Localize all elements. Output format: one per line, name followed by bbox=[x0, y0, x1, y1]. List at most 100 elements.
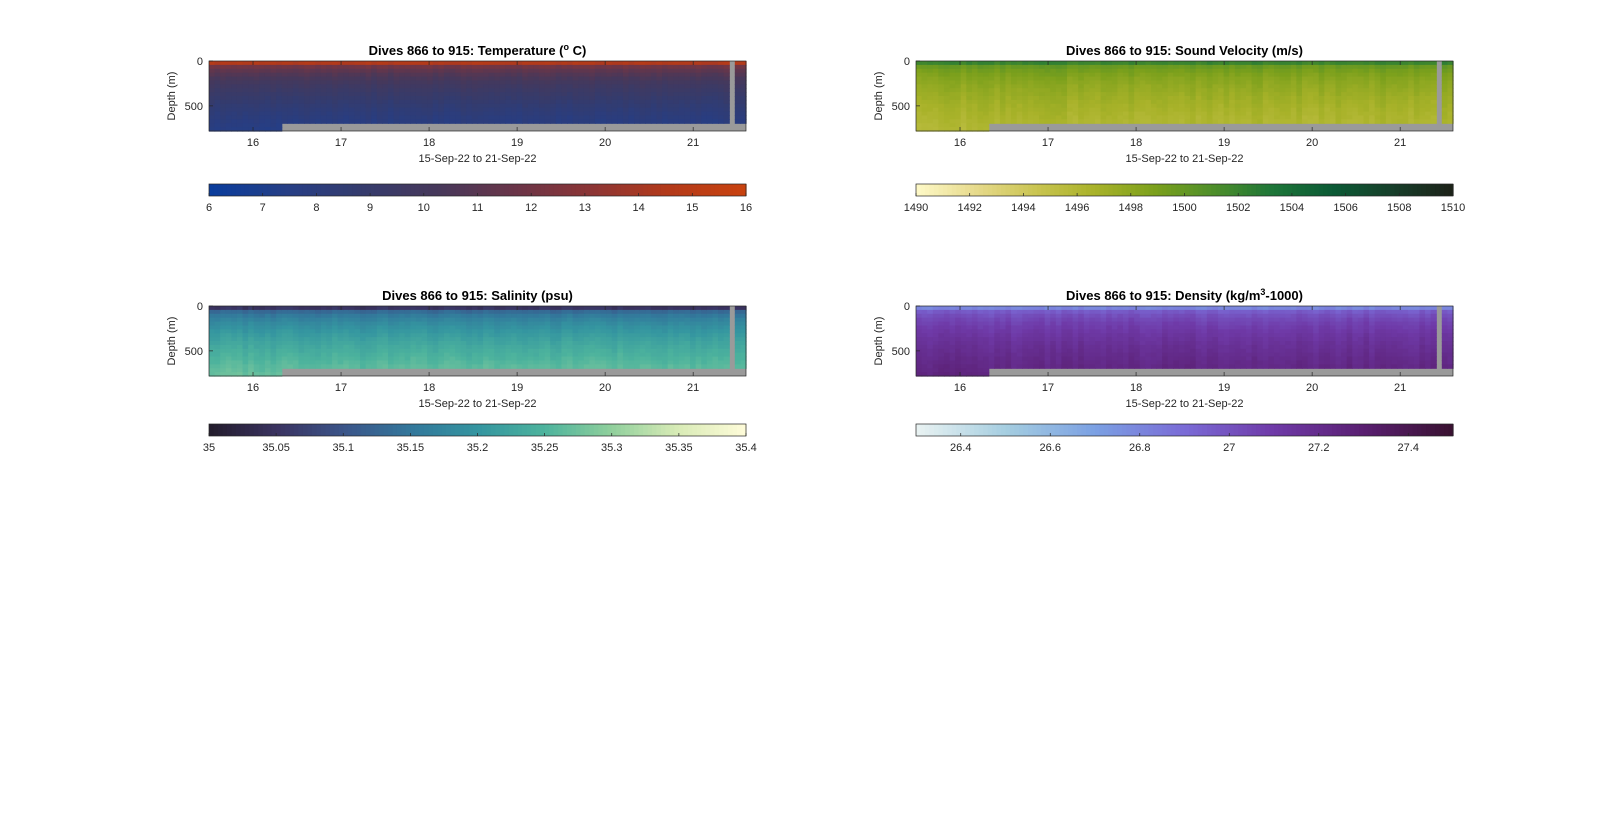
heatmap-cell bbox=[1106, 115, 1113, 120]
heatmap-cell bbox=[1139, 107, 1146, 113]
heatmap-cell bbox=[365, 337, 372, 342]
heatmap-cell bbox=[662, 325, 669, 330]
heatmap-cell bbox=[522, 333, 529, 338]
heatmap-cell bbox=[1055, 72, 1063, 78]
heatmap-cell bbox=[259, 364, 266, 369]
colorbar-segment bbox=[737, 184, 743, 196]
heatmap-cell bbox=[388, 72, 395, 78]
heatmap-cell bbox=[449, 61, 456, 66]
heatmap-cell bbox=[684, 325, 691, 330]
heatmap-cell bbox=[270, 72, 277, 78]
heatmap-cell bbox=[723, 99, 730, 105]
heatmap-cell bbox=[388, 111, 395, 117]
heatmap-cell bbox=[348, 92, 356, 97]
heatmap-cell bbox=[443, 68, 451, 74]
heatmap-cell bbox=[1145, 92, 1152, 97]
heatmap-cell bbox=[617, 333, 624, 338]
heatmap-cell bbox=[499, 360, 507, 365]
heatmap-cell bbox=[1134, 88, 1141, 93]
colorbar-tick-label: 1498 bbox=[1119, 202, 1143, 214]
heatmap-cell bbox=[1044, 72, 1051, 78]
heatmap-cell bbox=[1145, 107, 1152, 113]
heatmap-cell bbox=[983, 115, 990, 120]
heatmap-cell bbox=[1352, 119, 1359, 124]
heatmap-cell bbox=[533, 321, 540, 327]
heatmap-cell bbox=[1246, 68, 1253, 74]
heatmap-cell bbox=[678, 72, 686, 78]
heatmap-cell bbox=[360, 80, 367, 85]
heatmap-cell bbox=[214, 64, 221, 70]
heatmap-cell bbox=[622, 333, 630, 338]
heatmap-cell bbox=[673, 61, 680, 66]
heatmap-cell bbox=[723, 84, 730, 89]
heatmap-cell bbox=[567, 356, 574, 362]
heatmap-cell bbox=[1318, 96, 1325, 101]
heatmap-cell bbox=[466, 344, 473, 350]
heatmap-cell bbox=[315, 103, 322, 109]
heatmap-cell bbox=[253, 337, 260, 342]
heatmap-cell bbox=[248, 325, 255, 330]
heatmap-cell bbox=[449, 84, 456, 89]
heatmap-cell bbox=[949, 123, 956, 128]
colorbar-segment bbox=[1265, 184, 1271, 196]
heatmap-cell bbox=[292, 352, 300, 358]
heatmap-cell bbox=[259, 88, 266, 93]
heatmap-cell bbox=[600, 88, 607, 93]
heatmap-cell bbox=[1341, 107, 1348, 113]
heatmap-cell bbox=[1296, 99, 1303, 105]
heatmap-cell bbox=[388, 84, 395, 89]
heatmap-cell bbox=[253, 341, 260, 346]
heatmap-cell bbox=[292, 348, 300, 354]
heatmap-cell bbox=[326, 103, 333, 109]
heatmap-cell bbox=[550, 92, 557, 97]
heatmap-cell bbox=[916, 80, 923, 85]
heatmap-cell bbox=[494, 64, 501, 70]
heatmap-cell bbox=[522, 99, 529, 105]
heatmap-cell bbox=[1061, 111, 1068, 117]
heatmap-cell bbox=[421, 333, 428, 338]
heatmap-cell bbox=[348, 103, 356, 109]
heatmap-cell bbox=[1363, 72, 1370, 78]
heatmap-cell bbox=[977, 103, 984, 109]
heatmap-cell bbox=[1290, 61, 1297, 66]
heatmap-cell bbox=[1178, 115, 1186, 120]
heatmap-cell bbox=[977, 127, 984, 132]
heatmap-cell bbox=[706, 76, 714, 82]
heatmap-cell bbox=[938, 72, 945, 78]
heatmap-cell bbox=[1190, 68, 1197, 74]
heatmap-cell bbox=[1212, 103, 1219, 109]
heatmap-cell bbox=[253, 115, 260, 120]
heatmap-cell bbox=[292, 337, 300, 342]
heatmap-cell bbox=[561, 348, 568, 354]
heatmap-cell bbox=[209, 344, 216, 350]
heatmap-cell bbox=[404, 360, 411, 365]
heatmap-cell bbox=[371, 344, 378, 350]
heatmap-cell bbox=[1100, 88, 1107, 93]
heatmap-cell bbox=[673, 64, 680, 70]
heatmap-cell bbox=[684, 352, 691, 358]
heatmap-cell bbox=[209, 337, 216, 342]
heatmap-cell bbox=[1072, 64, 1079, 70]
heatmap-cell bbox=[994, 119, 1001, 124]
colorbar-segment bbox=[1327, 184, 1333, 196]
heatmap-cell bbox=[376, 84, 383, 89]
heatmap-cell bbox=[617, 107, 624, 113]
heatmap-cell bbox=[533, 72, 540, 78]
heatmap-cell bbox=[1268, 92, 1275, 97]
colorbar-segment bbox=[235, 184, 241, 196]
heatmap-cell bbox=[253, 317, 260, 323]
heatmap-cell bbox=[393, 99, 400, 105]
colorbar-segment bbox=[1278, 184, 1284, 196]
heatmap-cell bbox=[471, 309, 479, 315]
heatmap-cell bbox=[1313, 103, 1320, 109]
heatmap-cell bbox=[471, 88, 479, 93]
heatmap-cell bbox=[684, 115, 691, 120]
heatmap-cell bbox=[214, 356, 221, 362]
heatmap-cell bbox=[455, 329, 462, 334]
heatmap-cell bbox=[578, 84, 585, 89]
heatmap-cell bbox=[354, 341, 361, 346]
heatmap-cell bbox=[320, 99, 328, 105]
heatmap-cell bbox=[600, 306, 607, 311]
heatmap-cell bbox=[1408, 96, 1415, 101]
heatmap-cell bbox=[298, 360, 305, 365]
